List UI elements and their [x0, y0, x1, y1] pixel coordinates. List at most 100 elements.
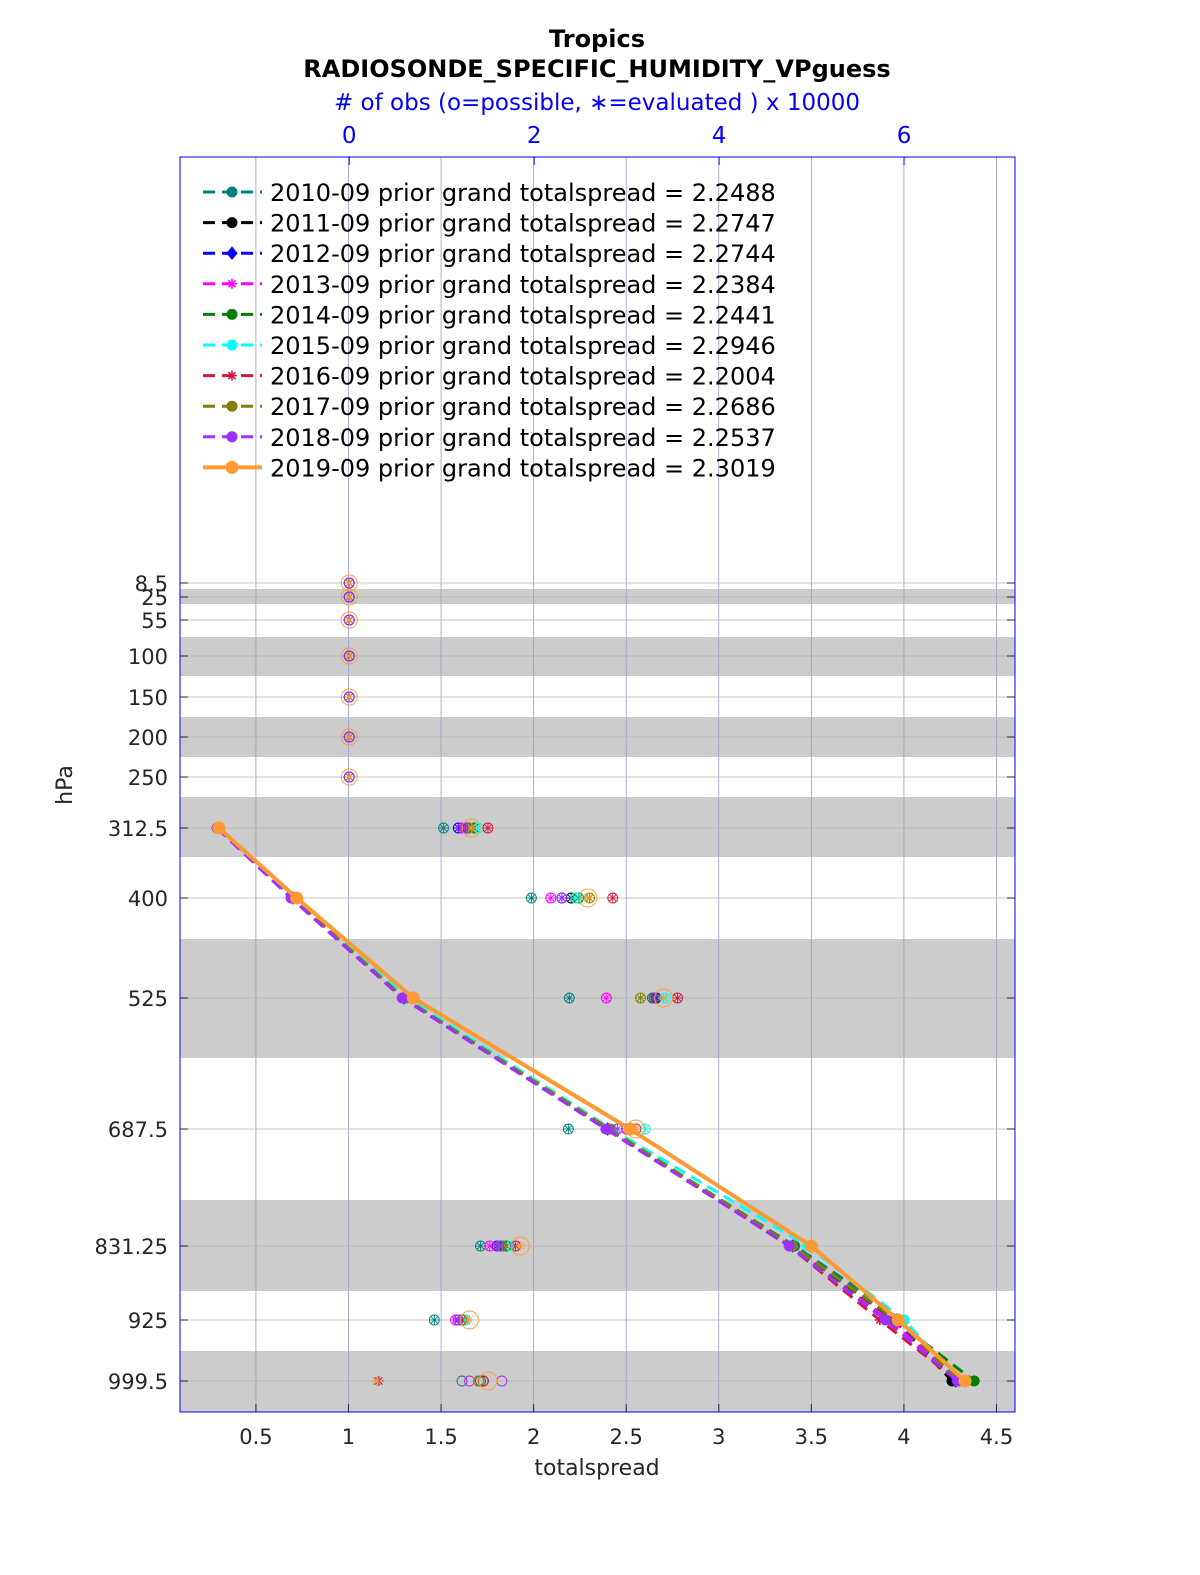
data-point [623, 1122, 637, 1136]
legend-label: 2019-09 prior grand totalspread = 2.3019 [270, 454, 776, 482]
obs-possible-mark [456, 1375, 468, 1387]
obs-possible-mark [473, 1375, 485, 1387]
obs-evaluated-stroke [467, 824, 476, 832]
y-tick-label: 687.5 [108, 1118, 168, 1142]
data-point [396, 992, 408, 1004]
y-tick-label: 831.25 [95, 1235, 168, 1259]
data-point [226, 186, 238, 198]
obs-possible-mark [654, 988, 674, 1008]
obs-evaluated-stroke [346, 579, 353, 587]
legend-label: 2011-09 prior grand totalspread = 2.2747 [270, 210, 776, 238]
point-mark [212, 821, 226, 835]
x-tick-label: 0.5 [239, 1425, 272, 1449]
obs-evaluated-mark [545, 893, 556, 903]
x-tick-label: 3 [712, 1425, 725, 1449]
legend-label: 2015-09 prior grand totalspread = 2.2946 [270, 332, 776, 360]
top-x-tick-label: 4 [712, 123, 727, 149]
y-tick-label: 400 [128, 887, 168, 911]
obs-evaluated-mark [345, 652, 354, 660]
obs-evaluated-stroke [613, 1125, 622, 1133]
top-x-tick-label: 6 [897, 123, 912, 149]
legend-entry: 2016-09 prior grand totalspread = 2.2004 [203, 363, 776, 391]
obs-evaluated-mark [475, 1241, 486, 1251]
obs-possible-mark [343, 771, 355, 783]
obs-evaluated-stroke [346, 616, 353, 624]
legend-entry: 2019-09 prior grand totalspread = 2.3019 [203, 454, 776, 482]
point-mark [396, 992, 408, 1004]
chart-title: Tropics [549, 25, 645, 53]
y-tick-label: 150 [128, 686, 168, 710]
legend-entry: 2011-09 prior grand totalspread = 2.2747 [203, 210, 776, 238]
obs-evaluated-stroke [565, 994, 574, 1002]
y-tick-label: 200 [128, 726, 168, 750]
obs-evaluated-mark [484, 1241, 495, 1251]
y-tick-label: 525 [128, 987, 168, 1011]
plot-frame [179, 156, 1016, 1413]
x-tick-label: 1 [342, 1425, 355, 1449]
obs-possible-mark [463, 1375, 475, 1387]
top-axis-label: # of obs (o=possible, ∗=evaluated ) x 10… [334, 90, 860, 116]
obs-evaluated-mark [564, 993, 575, 1003]
obs-evaluated-mark [635, 993, 646, 1003]
data-point [226, 431, 238, 443]
data-point [891, 1313, 905, 1327]
legend-entry: 2014-09 prior grand totalspread = 2.2441 [203, 301, 776, 329]
obs-evaluated-stroke [564, 1125, 573, 1133]
legend-label: 2013-09 prior grand totalspread = 2.2384 [270, 271, 776, 299]
obs-possible-mark [478, 1371, 498, 1391]
obs-evaluated-mark [556, 893, 567, 903]
obs-evaluated-mark [563, 1124, 574, 1134]
obs-evaluated-stroke [659, 994, 668, 1002]
obs-evaluated-mark [582, 893, 593, 903]
obs-evaluated-stroke [346, 733, 353, 741]
obs-evaluated-mark [464, 1315, 475, 1325]
legend-label: 2018-09 prior grand totalspread = 2.2537 [270, 424, 776, 452]
level-band [180, 637, 1015, 676]
obs-evaluated-stroke [673, 994, 682, 1002]
obs-evaluated-mark [345, 693, 354, 701]
data-point [804, 1239, 818, 1253]
obs-evaluated-stroke [527, 894, 536, 902]
obs-possible-mark [340, 688, 358, 706]
legend-label: 2010-09 prior grand totalspread = 2.2488 [270, 179, 776, 207]
y-tick-label: 100 [128, 645, 168, 669]
obs-possible-mark [340, 588, 358, 606]
obs-evaluated-stroke [546, 894, 555, 902]
obs-evaluated-mark [601, 993, 612, 1003]
obs-evaluated-mark [473, 823, 484, 833]
obs-possible-mark [459, 1310, 479, 1330]
level-band [180, 1351, 1015, 1412]
point-mark [600, 1123, 612, 1135]
obs-possible-mark [340, 768, 358, 786]
legend-entry: 2013-09 prior grand totalspread = 2.2384 [203, 271, 776, 299]
obs-evaluated-stroke [373, 1377, 381, 1385]
y-tick-label: 250 [128, 766, 168, 790]
point-mark [225, 460, 239, 474]
level-band [180, 589, 1015, 604]
point-mark [226, 186, 238, 198]
obs-evaluated-stroke [485, 1242, 494, 1250]
obs-evaluated-stroke [484, 824, 492, 832]
obs-evaluated-stroke [346, 593, 353, 601]
obs-evaluated-mark [466, 823, 477, 833]
obs-evaluated-stroke [346, 652, 353, 660]
data-point [226, 339, 238, 351]
data-point [783, 1240, 795, 1252]
grid-lines [180, 157, 1015, 1412]
level-band [180, 797, 1015, 857]
point-mark [226, 339, 238, 351]
legend-label: 2012-09 prior grand totalspread = 2.2744 [270, 240, 776, 268]
legend-entry: 2010-09 prior grand totalspread = 2.2488 [203, 179, 776, 207]
x-tick-label: 4 [897, 1425, 910, 1449]
y-tick-label: 999.5 [108, 1370, 168, 1394]
obs-evaluated-stroke [558, 894, 566, 902]
data-point [226, 400, 238, 412]
data-point [600, 1123, 612, 1135]
point-mark [226, 246, 238, 260]
x-axis-label: totalspread [534, 1456, 659, 1481]
point-mark [804, 1239, 818, 1253]
legend-entry: 2017-09 prior grand totalspread = 2.2686 [203, 393, 776, 421]
level-band [180, 1200, 1015, 1291]
